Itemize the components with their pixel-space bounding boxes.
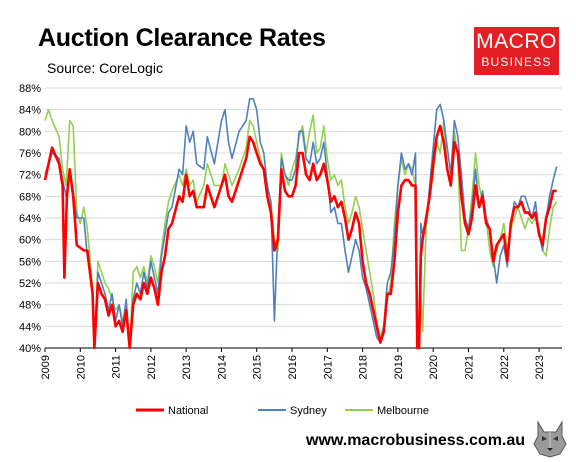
y-tick-label: 52% xyxy=(19,278,41,290)
x-tick-label: 2015 xyxy=(252,355,264,379)
y-tick-label: 44% xyxy=(19,321,41,333)
x-tick-label: 2022 xyxy=(499,355,511,379)
x-tick-label: 2019 xyxy=(393,355,405,379)
series-lines xyxy=(43,98,558,350)
legend: National Sydney Melbourne xyxy=(136,405,429,417)
series-line-sydney xyxy=(44,98,558,349)
chart-title: Auction Clearance Rates xyxy=(38,24,326,52)
chart-source: Source: CoreLogic xyxy=(47,60,163,76)
legend-label-melbourne: Melbourne xyxy=(377,405,429,417)
x-tick-label: 2023 xyxy=(534,355,546,379)
x-tick-label: 2021 xyxy=(463,355,475,379)
y-tick-label: 48% xyxy=(19,300,41,312)
x-tick-label: 2014 xyxy=(216,355,228,379)
logo-line-1: MACRO xyxy=(476,30,557,53)
x-tick-label: 2009 xyxy=(40,355,52,379)
y-tick-label: 40% xyxy=(19,343,41,355)
y-tick-label: 76% xyxy=(19,148,41,160)
x-tick-label: 2013 xyxy=(181,355,193,379)
y-tick-label: 88% xyxy=(19,83,41,95)
x-tick-label: 2012 xyxy=(146,355,158,379)
y-tick-label: 72% xyxy=(19,170,41,182)
x-tick-label: 2010 xyxy=(75,355,87,379)
series-line-melbourne xyxy=(44,108,558,349)
y-tick-label: 60% xyxy=(19,235,41,247)
footer-url[interactable]: www.macrobusiness.com.au xyxy=(306,432,526,449)
x-tick-label: 2018 xyxy=(358,355,370,379)
y-tick-label: 80% xyxy=(19,126,41,138)
y-tick-label: 84% xyxy=(19,105,41,117)
y-tick-label: 68% xyxy=(19,191,41,203)
series-line-national xyxy=(43,124,557,350)
x-tick-label: 2020 xyxy=(428,355,440,379)
y-axis-ticks: 88% 84% 80% 76% 72% 68% 64% 60% 56% 52% 48% 44% 40% xyxy=(19,83,41,355)
legend-label-national: National xyxy=(168,405,208,417)
macrobusiness-logo: MACRO BUSINESS xyxy=(474,27,559,75)
y-tick-label: 56% xyxy=(19,256,41,268)
x-axis-ticks: 2009 2010 2011 2012 2013 2014 2015 2016 2017 2018… xyxy=(40,348,546,379)
wolf-mascot-icon xyxy=(533,420,567,458)
logo-line-2: BUSINESS xyxy=(481,55,552,69)
y-tick-label: 64% xyxy=(19,213,41,225)
x-tick-label: 2017 xyxy=(322,355,334,379)
x-tick-label: 2016 xyxy=(287,355,299,379)
legend-label-sydney: Sydney xyxy=(290,405,327,417)
x-tick-label: 2011 xyxy=(111,355,123,379)
